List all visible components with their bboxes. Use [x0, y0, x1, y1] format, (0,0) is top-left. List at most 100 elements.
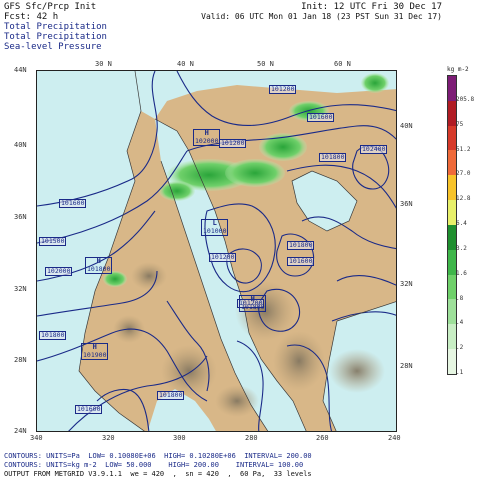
terrain-highland	[131, 262, 167, 290]
precip-area	[225, 159, 285, 187]
isobar-label: 101800	[319, 153, 347, 162]
colorbar-tick-label: 6.4	[456, 220, 467, 227]
colorbar-tick-label: .4	[456, 319, 464, 327]
colorbar-tick-label: 27.0	[456, 170, 471, 178]
lat-tick-label: 28N	[14, 356, 27, 364]
precip-colorbar	[447, 75, 457, 375]
isobar-label: 101600	[59, 199, 87, 208]
ocean-north	[135, 71, 396, 119]
center-value: 101000	[203, 227, 227, 235]
field-label-slp: Sea-level Pressure	[4, 42, 102, 52]
isobar-label: 101600	[75, 405, 103, 414]
footer-source: OUTPUT FROM METGRID V3.9.1.1 we = 420 , …	[4, 470, 312, 478]
lat-tick-label-right: 32N	[400, 280, 413, 288]
isobar-label: 102000	[45, 267, 73, 276]
colorbar-segment	[448, 125, 456, 151]
lon-tick-label: 240	[388, 434, 401, 442]
isobar-label: 101800	[39, 331, 67, 340]
colorbar-tick-label: .2	[456, 344, 464, 352]
lon-tick-label: 300	[173, 434, 186, 442]
valid-time: Valid: 06 UTC Mon 01 Jan 18 (23 PST Sun …	[201, 12, 442, 21]
colorbar-segment	[448, 76, 456, 101]
colorbar-segment	[448, 224, 456, 250]
footer-contour-info-2: CONTOURS: UNITS=kg m-2 LOW= 50.000 HIGH=…	[4, 461, 304, 469]
lat-tick-label: 44N	[14, 66, 27, 74]
top-lon-label: 40 N	[177, 60, 194, 68]
isobar-label: 101200	[209, 253, 237, 262]
field-label-precip-1: Total Precipitation	[4, 22, 107, 32]
gulf-sea	[292, 171, 357, 231]
terrain-highland	[161, 345, 217, 397]
center-mark: H	[204, 129, 209, 137]
model-title: GFS Sfc/Prcp Init	[4, 2, 97, 12]
lat-tick-label-right: 28N	[400, 362, 413, 370]
isobar-lines	[37, 71, 396, 431]
lat-tick-label-right: 40N	[400, 122, 413, 130]
pressure-center-high: H 101800	[239, 295, 267, 312]
lat-tick-label-right: 36N	[400, 200, 413, 208]
red-sea	[155, 119, 307, 431]
lat-tick-label: 40N	[14, 141, 27, 149]
center-value: 101900	[83, 351, 107, 359]
center-mark: L	[212, 219, 217, 227]
colorbar-tick-label: 205.8	[456, 95, 475, 103]
colorbar-segment	[448, 349, 456, 374]
center-mark: H	[92, 343, 97, 351]
center-value: 101800	[87, 265, 111, 273]
ocean-west	[37, 71, 145, 431]
precip-area	[259, 133, 307, 161]
colorbar-units: kg m-2	[447, 66, 469, 73]
precip-area	[159, 181, 195, 201]
precip-area	[361, 73, 389, 93]
isobar-label: 101800	[157, 391, 185, 400]
colorbar-tick-label: .8	[456, 294, 464, 302]
colorbar-segment	[448, 175, 456, 201]
lat-tick-label: 36N	[14, 213, 27, 221]
terrain-highland	[329, 349, 385, 393]
isobar-label: 101800	[287, 241, 315, 250]
pressure-center-high: H 102000	[193, 129, 221, 146]
pressure-center-high: H 101800	[85, 257, 113, 274]
footer-contour-info: CONTOURS: UNITS=Pa LOW= 0.10080E+06 HIGH…	[4, 452, 312, 460]
terrain-highland	[273, 331, 325, 391]
forecast-hour: Fcst: 42 h	[4, 12, 59, 22]
colorbar-tick-label: 1.6	[456, 269, 467, 277]
colorbar-segment	[448, 249, 456, 275]
center-value: 101800	[241, 303, 265, 311]
terrain-highland	[215, 385, 259, 417]
colorbar-tick-label: 51.2	[456, 145, 471, 153]
lon-tick-label: 320	[102, 434, 115, 442]
colorbar-tick-label: 12.8	[456, 195, 471, 203]
pressure-center-high: H 101900	[81, 343, 109, 360]
isobar-label: 101600	[287, 257, 315, 266]
top-lon-label: 30 N	[95, 60, 112, 68]
lon-tick-label: 280	[245, 434, 258, 442]
lon-tick-label: 340	[30, 434, 43, 442]
field-label-precip-2: Total Precipitation	[4, 32, 107, 42]
lat-tick-label: 32N	[14, 285, 27, 293]
center-mark: H	[250, 295, 255, 303]
precip-area	[103, 271, 127, 287]
isobar-label: 101200	[219, 139, 247, 148]
colorbar-tick-label: 3.2	[456, 244, 467, 252]
colorbar-segment	[448, 324, 456, 350]
colorbar-segment	[448, 150, 456, 176]
lat-tick-label: 24N	[14, 427, 27, 435]
forecast-map: 101600 101500 102000 102400 101200 10160…	[36, 70, 397, 432]
isobar-label: 101200	[237, 299, 265, 308]
isobar-label: 101600	[307, 113, 335, 122]
center-mark: H	[96, 257, 101, 265]
colorbar-tick-label: 75	[456, 120, 464, 128]
top-lon-label: 60 N	[334, 60, 351, 68]
isobar-label: 102400	[360, 145, 388, 154]
colorbar-segment	[448, 274, 456, 300]
isobar-label: 101500	[39, 237, 67, 246]
center-value: 102000	[195, 137, 219, 145]
top-lon-label: 50 N	[257, 60, 274, 68]
colorbar-segment	[448, 200, 456, 225]
colorbar-tick-label: .1	[456, 369, 464, 376]
init-time: Init: 12 UTC Fri 30 Dec 17	[301, 2, 442, 12]
colorbar-segment	[448, 299, 456, 325]
pressure-center-low: L 101000	[201, 219, 229, 236]
map-svg	[37, 71, 396, 431]
